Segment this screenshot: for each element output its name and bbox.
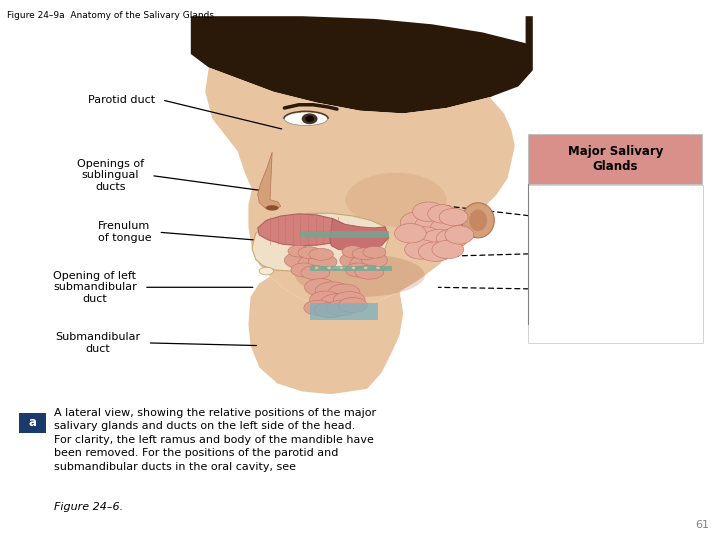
Ellipse shape <box>352 248 377 260</box>
Ellipse shape <box>315 266 319 269</box>
Ellipse shape <box>436 229 468 248</box>
Text: Parotid gland: Parotid gland <box>534 211 608 221</box>
Ellipse shape <box>326 300 358 315</box>
Ellipse shape <box>315 302 346 318</box>
Polygon shape <box>330 219 389 251</box>
Ellipse shape <box>432 240 464 259</box>
Ellipse shape <box>291 263 317 277</box>
Ellipse shape <box>376 266 380 269</box>
Ellipse shape <box>320 294 355 311</box>
Ellipse shape <box>400 212 435 233</box>
Ellipse shape <box>309 248 333 260</box>
Ellipse shape <box>339 266 343 269</box>
Ellipse shape <box>351 266 356 269</box>
Ellipse shape <box>415 215 449 237</box>
Ellipse shape <box>445 226 474 244</box>
Ellipse shape <box>338 298 367 313</box>
FancyBboxPatch shape <box>528 134 703 185</box>
Text: a: a <box>28 416 37 429</box>
Bar <box>528 185 703 343</box>
Ellipse shape <box>333 292 365 308</box>
Text: 61: 61 <box>696 520 709 530</box>
Bar <box>310 303 378 320</box>
Ellipse shape <box>413 202 444 221</box>
Ellipse shape <box>408 227 442 248</box>
Ellipse shape <box>305 116 314 122</box>
Polygon shape <box>252 213 389 271</box>
Ellipse shape <box>469 210 487 231</box>
Ellipse shape <box>301 266 330 280</box>
Ellipse shape <box>288 245 310 257</box>
Ellipse shape <box>328 284 360 301</box>
Polygon shape <box>454 16 533 97</box>
FancyBboxPatch shape <box>529 135 702 184</box>
Ellipse shape <box>350 255 379 272</box>
Polygon shape <box>258 214 347 246</box>
Ellipse shape <box>418 242 453 261</box>
Text: Major Salivary
Glands: Major Salivary Glands <box>568 145 663 173</box>
Polygon shape <box>258 229 282 235</box>
Ellipse shape <box>439 208 468 226</box>
Ellipse shape <box>266 205 279 211</box>
Ellipse shape <box>428 205 456 223</box>
Polygon shape <box>258 232 282 242</box>
Text: Submandibular
duct: Submandibular duct <box>55 332 140 354</box>
Text: Figure 24–6.: Figure 24–6. <box>54 502 123 512</box>
Polygon shape <box>299 231 389 238</box>
Polygon shape <box>191 16 526 113</box>
Ellipse shape <box>298 247 321 259</box>
Ellipse shape <box>315 282 350 299</box>
Ellipse shape <box>363 246 386 258</box>
Ellipse shape <box>364 266 368 269</box>
Text: Sublingual gland: Sublingual gland <box>534 249 628 259</box>
Ellipse shape <box>346 173 446 227</box>
Ellipse shape <box>302 113 318 124</box>
Bar <box>144 16 540 405</box>
Ellipse shape <box>355 265 384 279</box>
Ellipse shape <box>295 254 425 297</box>
FancyBboxPatch shape <box>19 413 46 433</box>
Ellipse shape <box>340 253 366 268</box>
Text: Submandibular
gland: Submandibular gland <box>534 284 619 305</box>
Ellipse shape <box>284 252 313 268</box>
Ellipse shape <box>421 230 457 251</box>
Ellipse shape <box>305 279 336 296</box>
Text: Opening of left
submandibular
duct: Opening of left submandibular duct <box>53 271 137 304</box>
Text: Parotid duct: Parotid duct <box>88 95 155 105</box>
Ellipse shape <box>308 254 337 269</box>
Ellipse shape <box>259 267 274 275</box>
Text: Openings of
sublingual
ducts: Openings of sublingual ducts <box>77 159 144 192</box>
Ellipse shape <box>431 218 462 238</box>
Polygon shape <box>205 68 515 308</box>
Polygon shape <box>258 152 281 210</box>
Text: A lateral view, showing the relative positions of the major
salivary glands and : A lateral view, showing the relative pos… <box>54 408 376 472</box>
Ellipse shape <box>298 255 324 272</box>
Ellipse shape <box>462 202 495 238</box>
Ellipse shape <box>304 300 333 315</box>
Ellipse shape <box>310 291 341 308</box>
Polygon shape <box>310 266 392 271</box>
Ellipse shape <box>327 266 331 269</box>
Ellipse shape <box>284 112 328 126</box>
Ellipse shape <box>361 253 387 268</box>
Ellipse shape <box>395 224 426 243</box>
Ellipse shape <box>346 263 372 277</box>
Text: Figure 24–9a  Anatomy of the Salivary Glands.: Figure 24–9a Anatomy of the Salivary Gla… <box>7 11 217 20</box>
Text: Frenulum
of tongue: Frenulum of tongue <box>98 221 151 243</box>
Ellipse shape <box>405 240 438 259</box>
Polygon shape <box>248 276 403 394</box>
Ellipse shape <box>342 246 364 258</box>
